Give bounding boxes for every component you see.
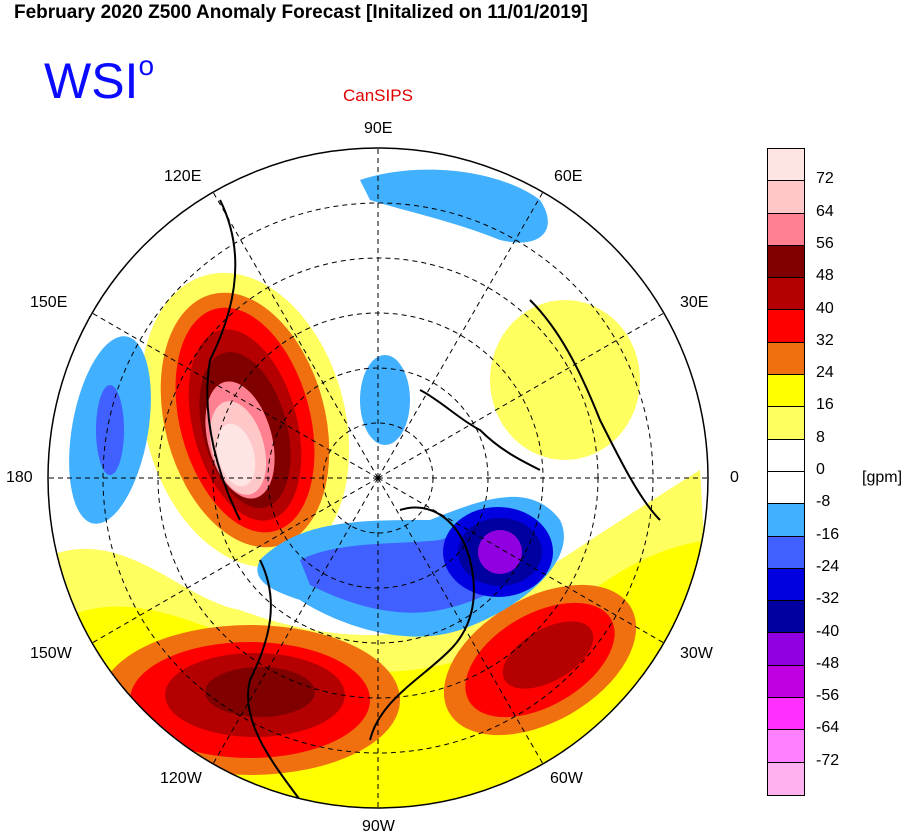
- colorbar-box: [768, 149, 804, 182]
- coastlines: [206, 199, 661, 801]
- lon-label-0: 0: [730, 469, 739, 486]
- colorbar-label: 32: [816, 331, 834, 349]
- colorbar-label: -72: [816, 751, 840, 769]
- lon-label-120e: 120E: [164, 168, 202, 185]
- colorbar-label: -16: [816, 525, 840, 543]
- colorbar-box: [768, 762, 804, 795]
- lon-label-90e: 90E: [364, 120, 393, 137]
- eurasia-low: [360, 169, 548, 243]
- lon-label-30e: 30E: [680, 294, 709, 311]
- colorbar-box: [768, 601, 804, 634]
- colorbar-label: 72: [816, 170, 834, 188]
- wsi-logo: WSIo: [44, 52, 154, 109]
- colorbar-unit: [gpm]: [862, 469, 903, 486]
- colorbar-box: [768, 310, 804, 343]
- colorbar-box: [768, 407, 804, 440]
- map-title: February 2020 Z500 Anomaly Forecast [Ini…: [14, 2, 588, 23]
- lon-label-60e: 60E: [554, 168, 583, 185]
- anomaly-field: [48, 148, 708, 808]
- logo-superscript: o: [138, 50, 155, 81]
- europe-high: [490, 300, 640, 460]
- colorbar-box: [768, 665, 804, 699]
- logo-text: WSI: [44, 53, 139, 109]
- colorbar-box: [768, 342, 804, 376]
- arctic-small-low: [360, 355, 410, 445]
- colorbar-box: [768, 633, 804, 666]
- colorbar-box: [768, 730, 804, 763]
- colorbar-label: 0: [816, 461, 825, 478]
- model-name: CanSIPS: [343, 86, 413, 105]
- lon-label-150e: 150E: [30, 294, 68, 311]
- colorbar-box: [768, 278, 804, 311]
- colorbar-label: -24: [816, 557, 840, 575]
- colorbar-box: [768, 568, 804, 602]
- colorbar-label: 16: [816, 396, 834, 414]
- lon-label-60w: 60W: [550, 770, 583, 787]
- lon-label-120w: 120W: [160, 770, 202, 787]
- colorbar-box: [768, 245, 804, 279]
- lon-label-30w: 30W: [680, 645, 713, 662]
- colorbar-label: 40: [816, 299, 834, 317]
- colorbar-box: [768, 439, 804, 472]
- colorbar-label: -40: [816, 622, 840, 640]
- colorbar-label: -32: [816, 590, 840, 608]
- colorbar-box: [768, 213, 804, 246]
- map-border: [47, 147, 709, 809]
- colorbar-box: [768, 375, 804, 408]
- lon-label-150w: 150W: [30, 645, 72, 662]
- colorbar-label: -48: [816, 654, 840, 672]
- colorbar-box: [768, 181, 804, 214]
- colorbar-box: [768, 698, 804, 731]
- colorbar-label: 48: [816, 267, 834, 285]
- meridians: [48, 148, 708, 808]
- lon-label-90w: 90W: [362, 818, 395, 835]
- colorbar-box: [768, 504, 804, 537]
- colorbar-label: 64: [816, 202, 834, 220]
- colorbar-label: 24: [816, 364, 834, 382]
- colorbar-box: [768, 471, 804, 505]
- colorbar-box: [768, 536, 804, 569]
- colorbar-label: -64: [816, 719, 840, 737]
- colorbar-label: 8: [816, 428, 825, 446]
- colorbar-label: 56: [816, 234, 834, 252]
- colorbar-label: -8: [816, 493, 831, 511]
- colorbar-label: -56: [816, 687, 840, 705]
- lon-label-180: 180: [6, 469, 33, 486]
- colorbar: [767, 148, 805, 796]
